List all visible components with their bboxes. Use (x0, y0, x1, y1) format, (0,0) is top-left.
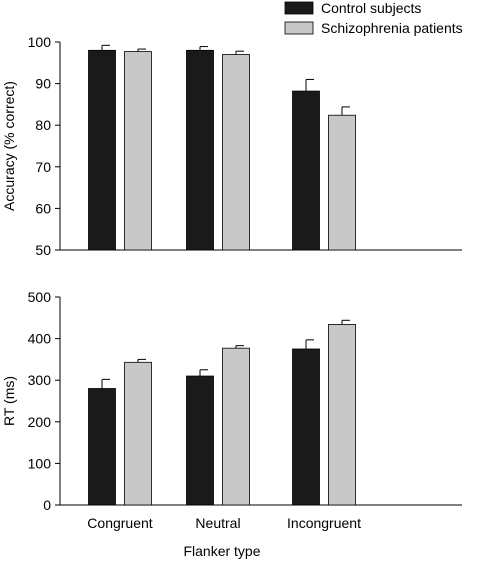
y-tick-label: 100 (28, 455, 52, 471)
bar-control-neutral (186, 375, 214, 506)
y-tick-label: 400 (28, 331, 52, 347)
x-tick-label: Neutral (195, 515, 240, 531)
bar-control-neutral (186, 49, 214, 251)
bar-patients-incongruent (328, 114, 356, 251)
y-tick-label: 70 (35, 159, 51, 175)
y-tick-label: 60 (35, 200, 51, 216)
legend-label-1: Schizophrenia patients (321, 20, 463, 36)
bar-control-incongruent (292, 348, 320, 506)
y-tick-label: 300 (28, 372, 52, 388)
y-axis-label: Accuracy (% correct) (1, 81, 17, 211)
x-axis-label: Flanker type (183, 543, 260, 559)
legend-swatch-0 (284, 1, 314, 15)
rt-panel: 0 100 200 300 400 500 RT (ms) Congruent Neutral I… (1, 289, 462, 559)
bar-patients-congruent (124, 51, 152, 251)
legend-label-0: Control subjects (321, 0, 421, 16)
x-tick-label: Incongruent (287, 515, 361, 531)
accuracy-panel: 50 60 70 80 90 100 Accuracy (% correct) (1, 34, 462, 258)
bar-patients-neutral (222, 54, 250, 251)
y-tick-label: 0 (43, 497, 51, 513)
y-tick-label: 50 (35, 242, 51, 258)
y-tick-label: 80 (35, 117, 51, 133)
legend-swatch-1 (284, 21, 314, 35)
bar-patients-congruent (124, 361, 152, 506)
y-tick-label: 500 (28, 289, 52, 305)
bar-control-congruent (88, 49, 116, 251)
legend: Control subjects Schizophrenia patients (284, 0, 463, 36)
bar-patients-incongruent (328, 324, 356, 506)
y-axis-label: RT (ms) (1, 376, 17, 426)
y-tick-label: 90 (35, 76, 51, 92)
bar-patients-neutral (222, 347, 250, 506)
bar-control-congruent (88, 388, 116, 506)
x-tick-label: Congruent (87, 515, 152, 531)
bar-control-incongruent (292, 90, 320, 251)
y-tick-label: 200 (28, 414, 52, 430)
y-tick-label: 100 (28, 34, 52, 50)
